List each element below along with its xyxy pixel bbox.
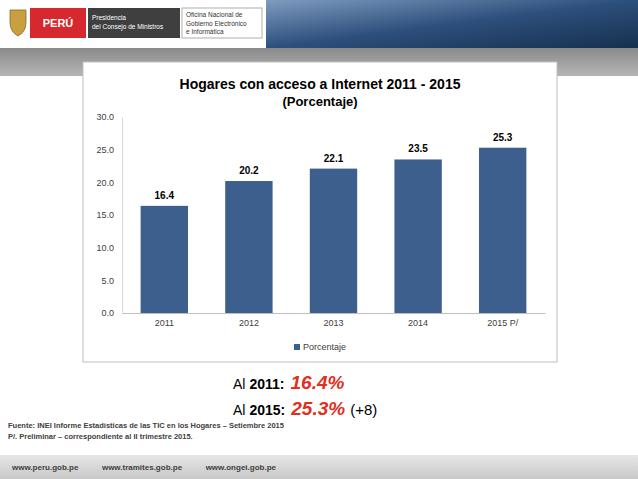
summary-year: 2015: [249, 402, 285, 418]
x-tick: 2015 P/ [487, 313, 519, 328]
y-tick-label: 0.0 [101, 308, 114, 318]
y-tick-label: 20.0 [96, 178, 114, 188]
footer-link: www.tramites.gob.pe [101, 463, 183, 472]
data-label: 20.2 [239, 165, 259, 176]
footer-link: www.ongei.gob.pe [205, 463, 277, 472]
chart-subtitle: (Porcentaje) [282, 94, 357, 109]
bar [141, 206, 188, 313]
summary-line: Al2011: 16.4% [233, 372, 344, 393]
data-label: 22.1 [324, 153, 344, 164]
bar [225, 181, 272, 313]
header-bg [0, 0, 638, 48]
source-line: P/. Preliminar – correspondiente al II t… [8, 432, 193, 441]
data-label: 23.5 [408, 143, 428, 154]
chart-title: Hogares con acceso a Internet 2011 - 201… [180, 76, 461, 92]
x-tick-label: 2011 [155, 318, 174, 328]
source-line: Fuente: INEI Informe Estadísticas de las… [8, 421, 284, 430]
slide: PERÚ Presidencia del Consejo de Ministros O… [0, 0, 638, 479]
footer-bar [0, 455, 638, 479]
x-tick: 2012 [239, 313, 259, 328]
summary-year: 2011: [249, 376, 284, 392]
y-axis-line [122, 118, 123, 314]
legend: Porcentaje [294, 342, 346, 352]
x-tick-label: 2012 [239, 318, 259, 328]
x-tick-label: 2013 [323, 318, 343, 328]
bar [310, 169, 357, 313]
x-tick: 2013 [323, 313, 343, 328]
x-axis: 2011 2012 2013 2014 2015 P/ [123, 313, 546, 328]
y-axis: 0.0 5.0 10.0 15.0 20.0 25.0 30.0 [96, 112, 122, 318]
footer-link: www.peru.gob.pe [11, 463, 79, 472]
y-tick-label: 30.0 [96, 112, 114, 122]
y-tick: 0.0 [101, 308, 122, 318]
y-tick-label: 25.0 [96, 145, 114, 155]
y-tick: 20.0 [96, 178, 122, 188]
data-label: 25.3 [493, 132, 513, 143]
office-line: Oficina Nacional de [186, 11, 243, 18]
office-line: e Informática [186, 28, 224, 35]
bars [141, 148, 527, 313]
y-tick: 15.0 [96, 210, 122, 220]
y-tick-label: 5.0 [101, 276, 114, 286]
header-image [266, 0, 638, 48]
y-tick: 5.0 [101, 276, 122, 286]
x-tick-label: 2014 [408, 318, 428, 328]
summary-line: Al2015: 25.3% (+8) [233, 398, 377, 419]
entity-line: Presidencia [92, 14, 126, 21]
summary-change: (+8) [350, 401, 377, 418]
y-tick: 30.0 [96, 112, 122, 122]
y-tick-label: 10.0 [96, 243, 114, 253]
entity-line: del Consejo de Ministros [92, 23, 164, 31]
bar [479, 148, 526, 313]
summary-value: 25.3% [290, 398, 345, 419]
office-box [182, 8, 262, 38]
y-tick: 10.0 [96, 243, 122, 253]
data-label: 16.4 [155, 190, 175, 201]
logo-shield [10, 10, 26, 36]
x-tick: 2011 [155, 313, 174, 328]
logo-peru-box [30, 8, 86, 38]
chart-panel [83, 62, 557, 362]
legend-label: Porcentaje [303, 342, 346, 352]
office-line: Gobierno Electrónico [186, 20, 247, 27]
summary-prefix: Al [233, 376, 245, 392]
x-axis-line [123, 313, 546, 314]
logo-peru: PERÚ [43, 17, 74, 29]
y-tick-label: 15.0 [96, 210, 114, 220]
summary-value: 16.4% [291, 372, 345, 393]
legend-item: Porcentaje [294, 342, 346, 352]
entity-box [88, 8, 180, 38]
x-tick-label: 2015 P/ [487, 318, 519, 328]
legend-swatch [294, 344, 300, 350]
bar [394, 159, 441, 313]
y-tick: 25.0 [96, 145, 122, 155]
x-tick: 2014 [408, 313, 428, 328]
summary-prefix: Al [233, 402, 245, 418]
data-labels: 16.4 20.2 22.1 23.5 25.3 [155, 132, 513, 201]
